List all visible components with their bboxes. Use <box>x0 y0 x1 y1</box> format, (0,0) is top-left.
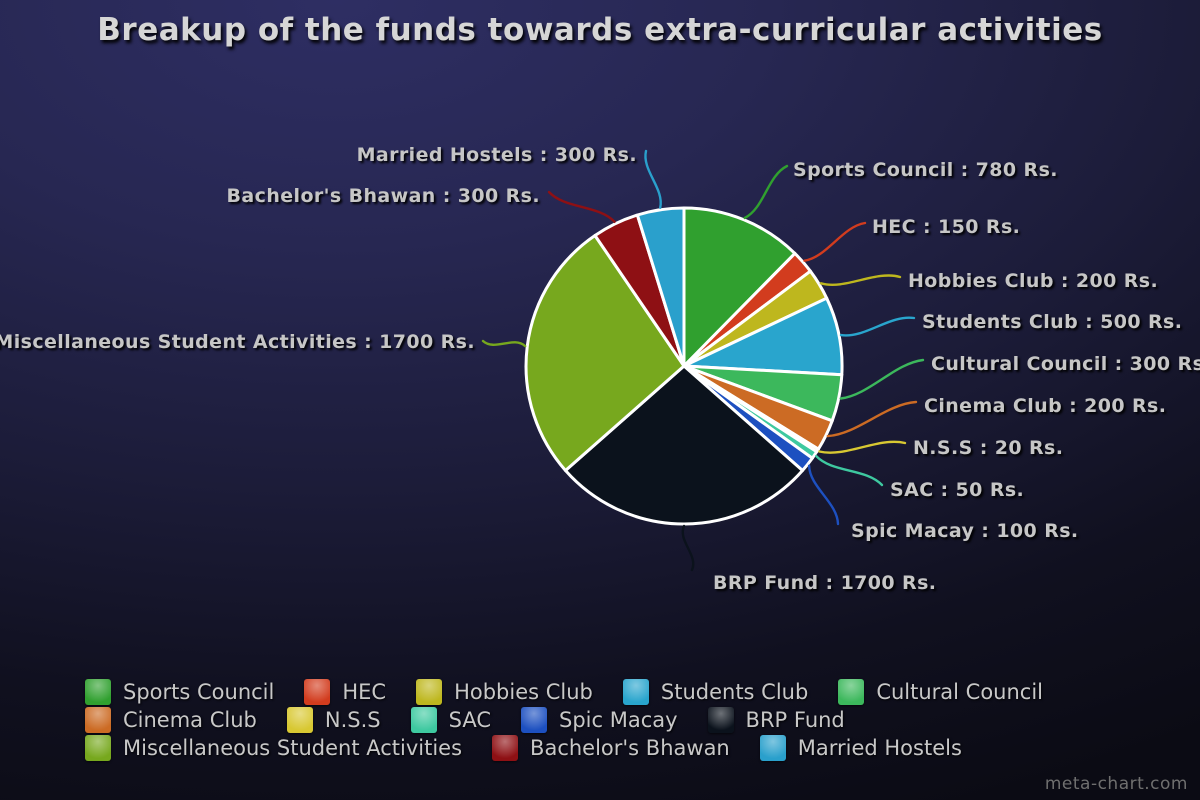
chart-legend: Sports Council HEC Hobbies Club Students Cl… <box>85 678 1165 762</box>
pie-callout-sports-council: Sports Council : 780 Rs. <box>793 159 1058 181</box>
legend-swatch-spic-macay <box>521 707 547 733</box>
legend-label-hobbies-club: Hobbies Club <box>454 680 593 704</box>
legend-swatch-miscellaneous-student-activities <box>85 735 111 761</box>
legend-label-cinema-club: Cinema Club <box>123 708 257 732</box>
legend-item-n-s-s: N.S.S <box>286 706 381 734</box>
leader-line-students-club <box>839 316 916 337</box>
legend-swatch-n-s-s <box>286 707 313 733</box>
leader-line-miscellaneous-student-activities <box>481 339 527 348</box>
leader-line-bachelor-s-bhawan <box>547 190 616 223</box>
leader-line-spic-macay <box>807 464 840 526</box>
legend-item-cultural-council: Cultural Council <box>838 678 1043 706</box>
legend-label-bachelor-s-bhawan: Bachelor's Bhawan <box>530 736 730 760</box>
legend-label-sac: SAC <box>448 708 491 732</box>
legend-item-bachelor-s-bhawan: Bachelor's Bhawan <box>492 734 730 762</box>
leader-line-hobbies-club <box>819 274 902 286</box>
pie-slice-miscellaneous-student-activities <box>524 234 686 472</box>
legend-label-married-hostels: Married Hostels <box>797 736 962 760</box>
legend-swatch-students-club <box>622 679 649 705</box>
pie-slice-sports-council <box>682 206 797 368</box>
pie-callout-cinema-club: Cinema Club : 200 Rs. <box>924 395 1167 417</box>
pie-callout-bachelor-s-bhawan: Bachelor's Bhawan : 300 Rs. <box>226 185 540 207</box>
pie-callout-hobbies-club: Hobbies Club : 200 Rs. <box>908 270 1159 292</box>
legend-label-students-club: Students Club <box>660 680 809 704</box>
pie-callout-married-hostels: Married Hostels : 300 Rs. <box>356 144 637 166</box>
legend-item-sac: SAC <box>410 706 491 734</box>
pie-callout-hec: HEC : 150 Rs. <box>872 216 1021 238</box>
pie-callout-sac: SAC : 50 Rs. <box>890 479 1025 501</box>
legend-row-3: Miscellaneous Student Activities Bachelor… <box>85 734 1165 762</box>
pie-callout-spic-macay: Spic Macay : 100 Rs. <box>851 520 1079 542</box>
legend-swatch-hobbies-club <box>416 679 443 705</box>
pie-callout-cultural-council: Cultural Council : 300 Rs. <box>931 353 1200 375</box>
legend-label-hec: HEC <box>342 680 387 704</box>
leader-line-cinema-club <box>826 400 918 438</box>
pie-callout-miscellaneous-student-activities: Miscellaneous Student Activities : 1700 … <box>0 331 475 353</box>
pie-callout-students-club: Students Club : 500 Rs. <box>922 311 1183 333</box>
legend-label-miscellaneous-student-activities: Miscellaneous Student Activities <box>123 736 463 760</box>
legend-swatch-married-hostels <box>759 735 786 761</box>
watermark: meta-chart.com <box>1044 774 1188 794</box>
pie-slice-married-hostels <box>635 206 686 368</box>
leader-line-sac <box>815 454 884 487</box>
leader-line-brp-fund <box>681 524 695 572</box>
legend-row-1: Sports Council HEC Hobbies Club Students Cl… <box>85 678 1165 706</box>
legend-label-spic-macay: Spic Macay <box>559 708 678 732</box>
leader-line-hec <box>803 221 867 262</box>
legend-row-2: Cinema Club N.S.S SAC Spic Macay BRP Fund <box>85 706 1165 734</box>
legend-item-spic-macay: Spic Macay <box>521 706 678 734</box>
legend-item-miscellaneous-student-activities: Miscellaneous Student Activities <box>85 734 462 762</box>
legend-item-married-hostels: Married Hostels <box>759 734 962 762</box>
legend-item-sports-council: Sports Council <box>85 678 274 706</box>
leader-line-sports-council <box>743 164 789 220</box>
chart-title: Breakup of the funds towards extra-curri… <box>97 12 1103 48</box>
legend-item-hec: HEC <box>304 678 386 706</box>
legend-label-sports-council: Sports Council <box>123 680 275 704</box>
legend-label-n-s-s: N.S.S <box>324 708 381 732</box>
legend-swatch-hec <box>304 679 331 705</box>
legend-item-students-club: Students Club <box>622 678 809 706</box>
legend-swatch-sac <box>410 707 437 733</box>
leader-line-n-s-s <box>818 440 907 454</box>
legend-item-hobbies-club: Hobbies Club <box>416 678 593 706</box>
pie-callout-n-s-s: N.S.S : 20 Rs. <box>913 437 1064 459</box>
legend-item-brp-fund: BRP Fund <box>707 706 845 734</box>
legend-swatch-cultural-council <box>838 679 865 705</box>
leader-line-cultural-council <box>839 358 925 400</box>
legend-item-cinema-club: Cinema Club <box>85 706 257 734</box>
legend-swatch-cinema-club <box>85 707 111 733</box>
legend-label-cultural-council: Cultural Council <box>876 680 1044 704</box>
legend-swatch-sports-council <box>85 679 111 705</box>
legend-label-brp-fund: BRP Fund <box>745 708 845 732</box>
legend-swatch-bachelor-s-bhawan <box>492 735 519 761</box>
pie-slice-brp-fund <box>564 364 804 526</box>
legend-swatch-brp-fund <box>707 707 734 733</box>
leader-line-married-hostels <box>644 149 662 209</box>
pie-callout-brp-fund: BRP Fund : 1700 Rs. <box>713 572 937 594</box>
